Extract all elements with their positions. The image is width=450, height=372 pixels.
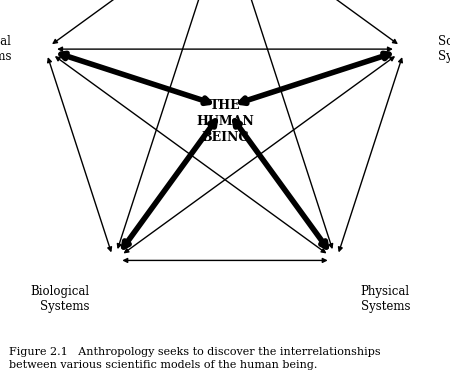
Text: Figure 2.1   Anthropology seeks to discover the interrelationships
between vario: Figure 2.1 Anthropology seeks to discove… bbox=[9, 347, 381, 370]
Text: Physical
Systems: Physical Systems bbox=[361, 285, 410, 313]
Text: Psychological
Systems: Psychological Systems bbox=[0, 35, 12, 63]
Text: Social
Systems: Social Systems bbox=[438, 35, 450, 63]
Text: Biological
Systems: Biological Systems bbox=[30, 285, 89, 313]
Text: THE
HUMAN
BEING: THE HUMAN BEING bbox=[196, 99, 254, 144]
